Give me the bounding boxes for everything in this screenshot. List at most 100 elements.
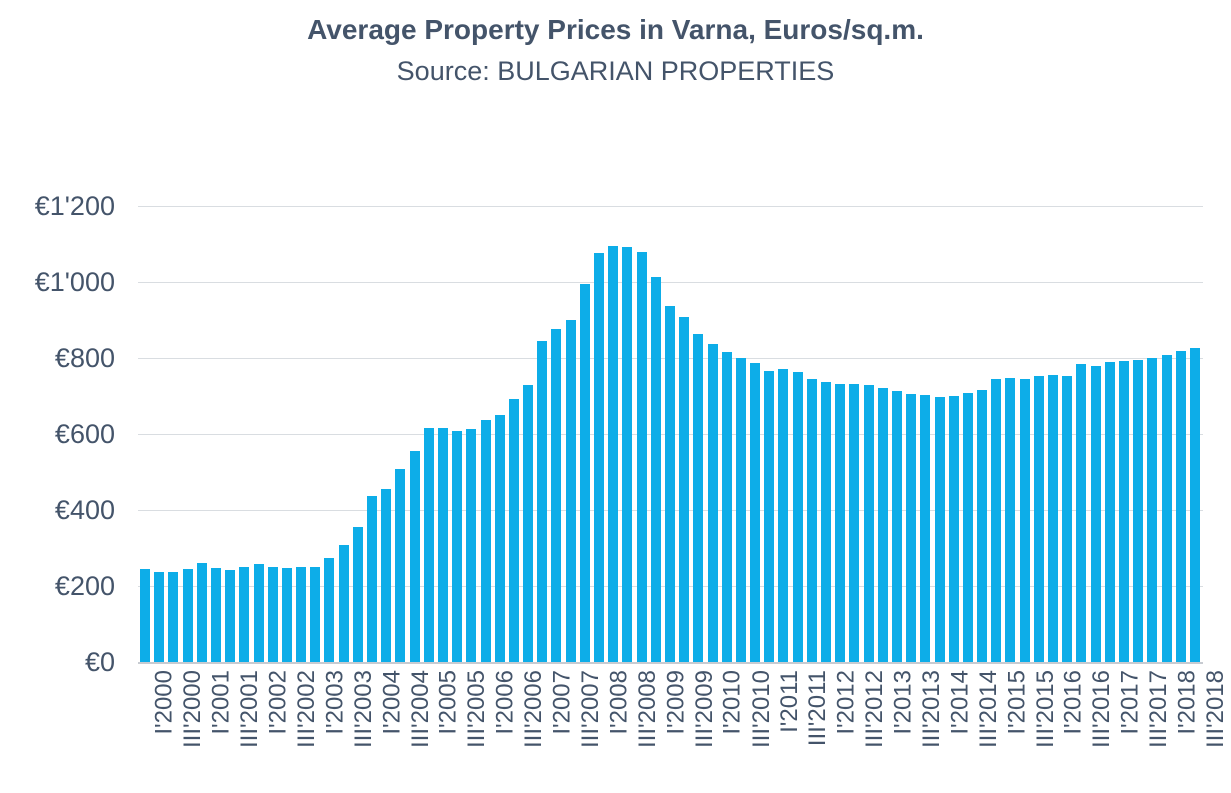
bar (991, 378, 1002, 662)
bar (352, 527, 363, 662)
bar (608, 245, 619, 662)
bar (735, 358, 746, 662)
chart-subtitle: Source: BULGARIAN PROPERTIES (396, 56, 835, 86)
bar (508, 399, 519, 662)
x-axis-tick-label: I'2004 (378, 670, 406, 735)
gridline (138, 206, 1203, 207)
chart-container: Average Property Prices in Varna, Euros/… (0, 13, 1231, 793)
bar (253, 564, 264, 662)
y-axis-tick-label: €800 (54, 343, 115, 373)
bar (409, 451, 420, 662)
y-axis-tick-label: €200 (54, 571, 115, 601)
bar (381, 488, 392, 662)
bar (877, 388, 888, 662)
bar (1104, 362, 1115, 662)
bar (182, 569, 193, 662)
x-axis-tick-label: I'2016 (1059, 670, 1087, 735)
bar (863, 384, 874, 662)
bar (296, 567, 307, 662)
bar (281, 568, 292, 662)
bar (140, 568, 150, 662)
bar (1147, 357, 1158, 662)
x-axis-tick-label: III'2012 (861, 670, 889, 748)
x-axis-tick-label: I'2003 (321, 670, 349, 735)
bar (437, 427, 448, 662)
y-axis-tick-label: €400 (54, 495, 115, 525)
x-axis-tick-label: III'2004 (406, 670, 434, 748)
x-axis-tick-label: III'2018 (1202, 670, 1229, 748)
bar (1005, 377, 1016, 662)
gridline (138, 282, 1203, 283)
x-axis-tick-label: I'2001 (207, 670, 235, 735)
x-axis-tick-label: I'2010 (719, 670, 747, 735)
bar (1076, 364, 1087, 662)
x-axis-tick-label: III'2013 (917, 670, 945, 748)
bar (977, 390, 988, 662)
bar (1133, 359, 1144, 662)
bar (196, 563, 207, 662)
x-axis-tick-label: I'2018 (1173, 670, 1201, 735)
bar (210, 568, 221, 662)
x-axis-tick-label: I'2002 (264, 670, 292, 735)
bar (1019, 378, 1030, 662)
x-axis-tick-label: I'2015 (1003, 670, 1031, 735)
bar (324, 557, 335, 662)
chart-title: Average Property Prices in Varna, Euros/… (307, 14, 924, 45)
bar (523, 384, 534, 662)
bar (920, 395, 931, 662)
bar (693, 333, 704, 662)
bar (707, 343, 718, 662)
y-axis-tick-label: €600 (54, 419, 115, 449)
bar (1189, 348, 1200, 662)
bar (806, 378, 817, 662)
plot-area: €0 €200 €400 €600 €800 €1'000 €1'200 I'2000 III'… (0, 13, 1231, 793)
x-axis-tick-label: III'2017 (1145, 670, 1173, 748)
bar (1175, 351, 1186, 662)
bar (792, 371, 803, 662)
bar (750, 363, 761, 662)
bar (423, 428, 434, 662)
x-axis-tick-label: III'2003 (349, 670, 377, 748)
bar (466, 428, 477, 662)
x-axis-tick-label: I'2009 (662, 670, 690, 735)
bar (168, 571, 179, 662)
x-axis-tick-label: I'2007 (548, 670, 576, 735)
bar (579, 283, 590, 662)
x-axis-tick-label: I'2006 (491, 670, 519, 735)
x-axis-tick-label: I'2000 (151, 670, 178, 735)
x-axis-line (138, 662, 1203, 664)
bar (650, 276, 661, 662)
x-axis-tick-label: I'2012 (832, 670, 860, 735)
bar (594, 252, 604, 662)
x-axis-tick-label: I'2005 (435, 670, 463, 735)
bar (310, 567, 321, 662)
bar (338, 544, 349, 662)
bar-series (138, 206, 1203, 662)
x-axis-tick-label: I'2011 (775, 670, 803, 733)
y-axis-tick-label: €0 (84, 647, 115, 677)
y-axis-tick-label: €1'000 (34, 267, 115, 297)
x-axis-tick-label: III'2007 (577, 670, 605, 748)
bar (664, 305, 675, 662)
bar (551, 328, 562, 662)
bar (764, 371, 775, 662)
bar (537, 340, 548, 662)
x-axis-tick-label: III'2014 (974, 670, 1002, 748)
x-axis-tick-label: I'2008 (605, 670, 633, 735)
bar (906, 393, 917, 662)
y-axis-tick-label: €1'200 (34, 191, 115, 221)
x-axis-tick-label: III'2011 (804, 670, 832, 747)
x-axis-tick-label: III'2002 (293, 670, 321, 748)
x-axis-tick-label: I'2013 (889, 670, 917, 735)
x-axis-tick-label: III'2009 (690, 670, 718, 748)
bar (835, 384, 846, 662)
x-axis-tick-label: I'2014 (946, 670, 974, 735)
bar (154, 572, 165, 662)
x-axis-tick-label: III'2008 (633, 670, 661, 748)
x-axis-tick-label: III'2000 (179, 670, 207, 748)
bar (721, 351, 732, 662)
bar (622, 247, 633, 662)
bar (679, 317, 690, 662)
bar (1048, 375, 1058, 662)
x-axis-tick-label: III'2006 (520, 670, 548, 748)
